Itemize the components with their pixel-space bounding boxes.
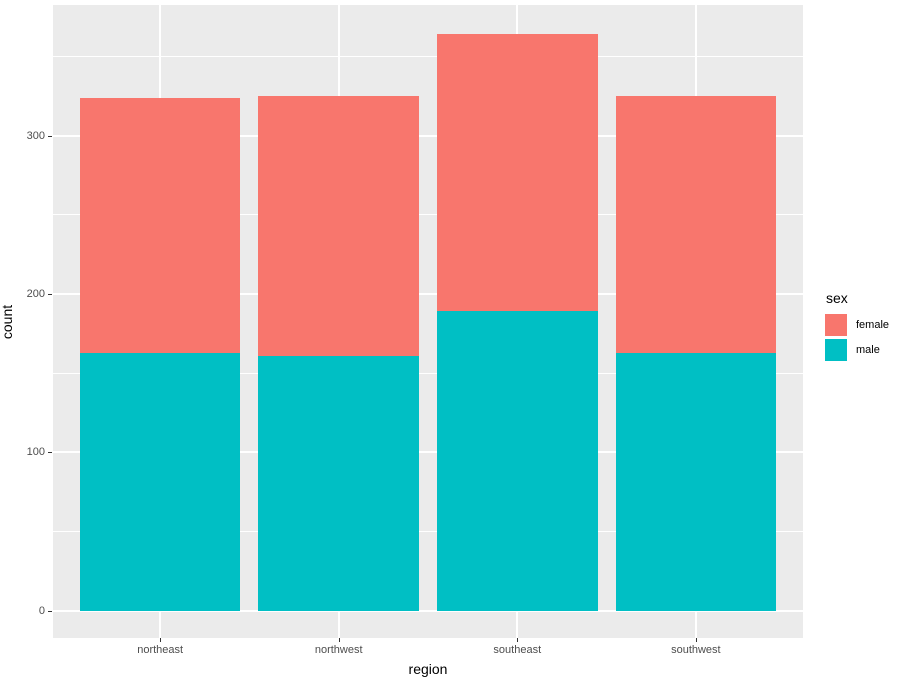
bar-segment-female-northeast	[79, 97, 241, 353]
y-tick-label: 300	[26, 129, 45, 142]
x-tick-mark	[695, 638, 697, 642]
gridline-minor	[53, 56, 803, 58]
gridline-minor	[53, 372, 803, 374]
x-tick-mark	[160, 638, 162, 642]
x-tick-label: southwest	[671, 644, 721, 656]
plot-panel	[53, 5, 803, 638]
bar-segment-female-northwest	[258, 96, 420, 356]
x-tick-mark	[338, 638, 340, 642]
gridline-major	[53, 451, 803, 454]
gridline-major	[53, 134, 803, 137]
gridline-major	[53, 293, 803, 296]
legend-entry-male: male	[825, 339, 880, 361]
legend: sex female male	[825, 290, 889, 364]
y-tick-label: 0	[38, 604, 45, 617]
y-tick-mark	[48, 135, 52, 137]
gridline-minor	[53, 214, 803, 216]
x-tick-mark	[517, 638, 519, 642]
gridline-minor	[53, 531, 803, 533]
y-axis-title: count	[0, 304, 15, 340]
legend-label-male: male	[856, 344, 880, 356]
x-tick-label: northeast	[137, 644, 184, 656]
bar-segment-female-southeast	[436, 34, 598, 312]
y-tick-label: 100	[26, 446, 45, 459]
x-axis-title: region	[408, 661, 448, 677]
legend-label-female: female	[856, 319, 890, 331]
bar-segment-male-southwest	[615, 352, 777, 611]
y-tick-mark	[48, 452, 52, 454]
legend-swatch-female	[825, 314, 847, 336]
bar-segment-female-southwest	[615, 96, 777, 353]
x-tick-label: northwest	[314, 644, 363, 656]
y-tick-label: 200	[26, 288, 45, 301]
legend-entries: female male	[825, 314, 889, 361]
y-tick-mark	[48, 294, 52, 296]
bar-segment-male-southeast	[436, 311, 598, 611]
legend-title: sex	[826, 290, 848, 306]
bar-segment-male-northeast	[79, 352, 241, 611]
legend-entry-female: female	[825, 314, 889, 336]
y-tick-mark	[48, 610, 52, 612]
gridline-major	[53, 609, 803, 612]
x-tick-label: southeast	[493, 644, 542, 656]
bar-segment-male-northwest	[258, 355, 420, 611]
legend-swatch-male	[825, 339, 847, 361]
